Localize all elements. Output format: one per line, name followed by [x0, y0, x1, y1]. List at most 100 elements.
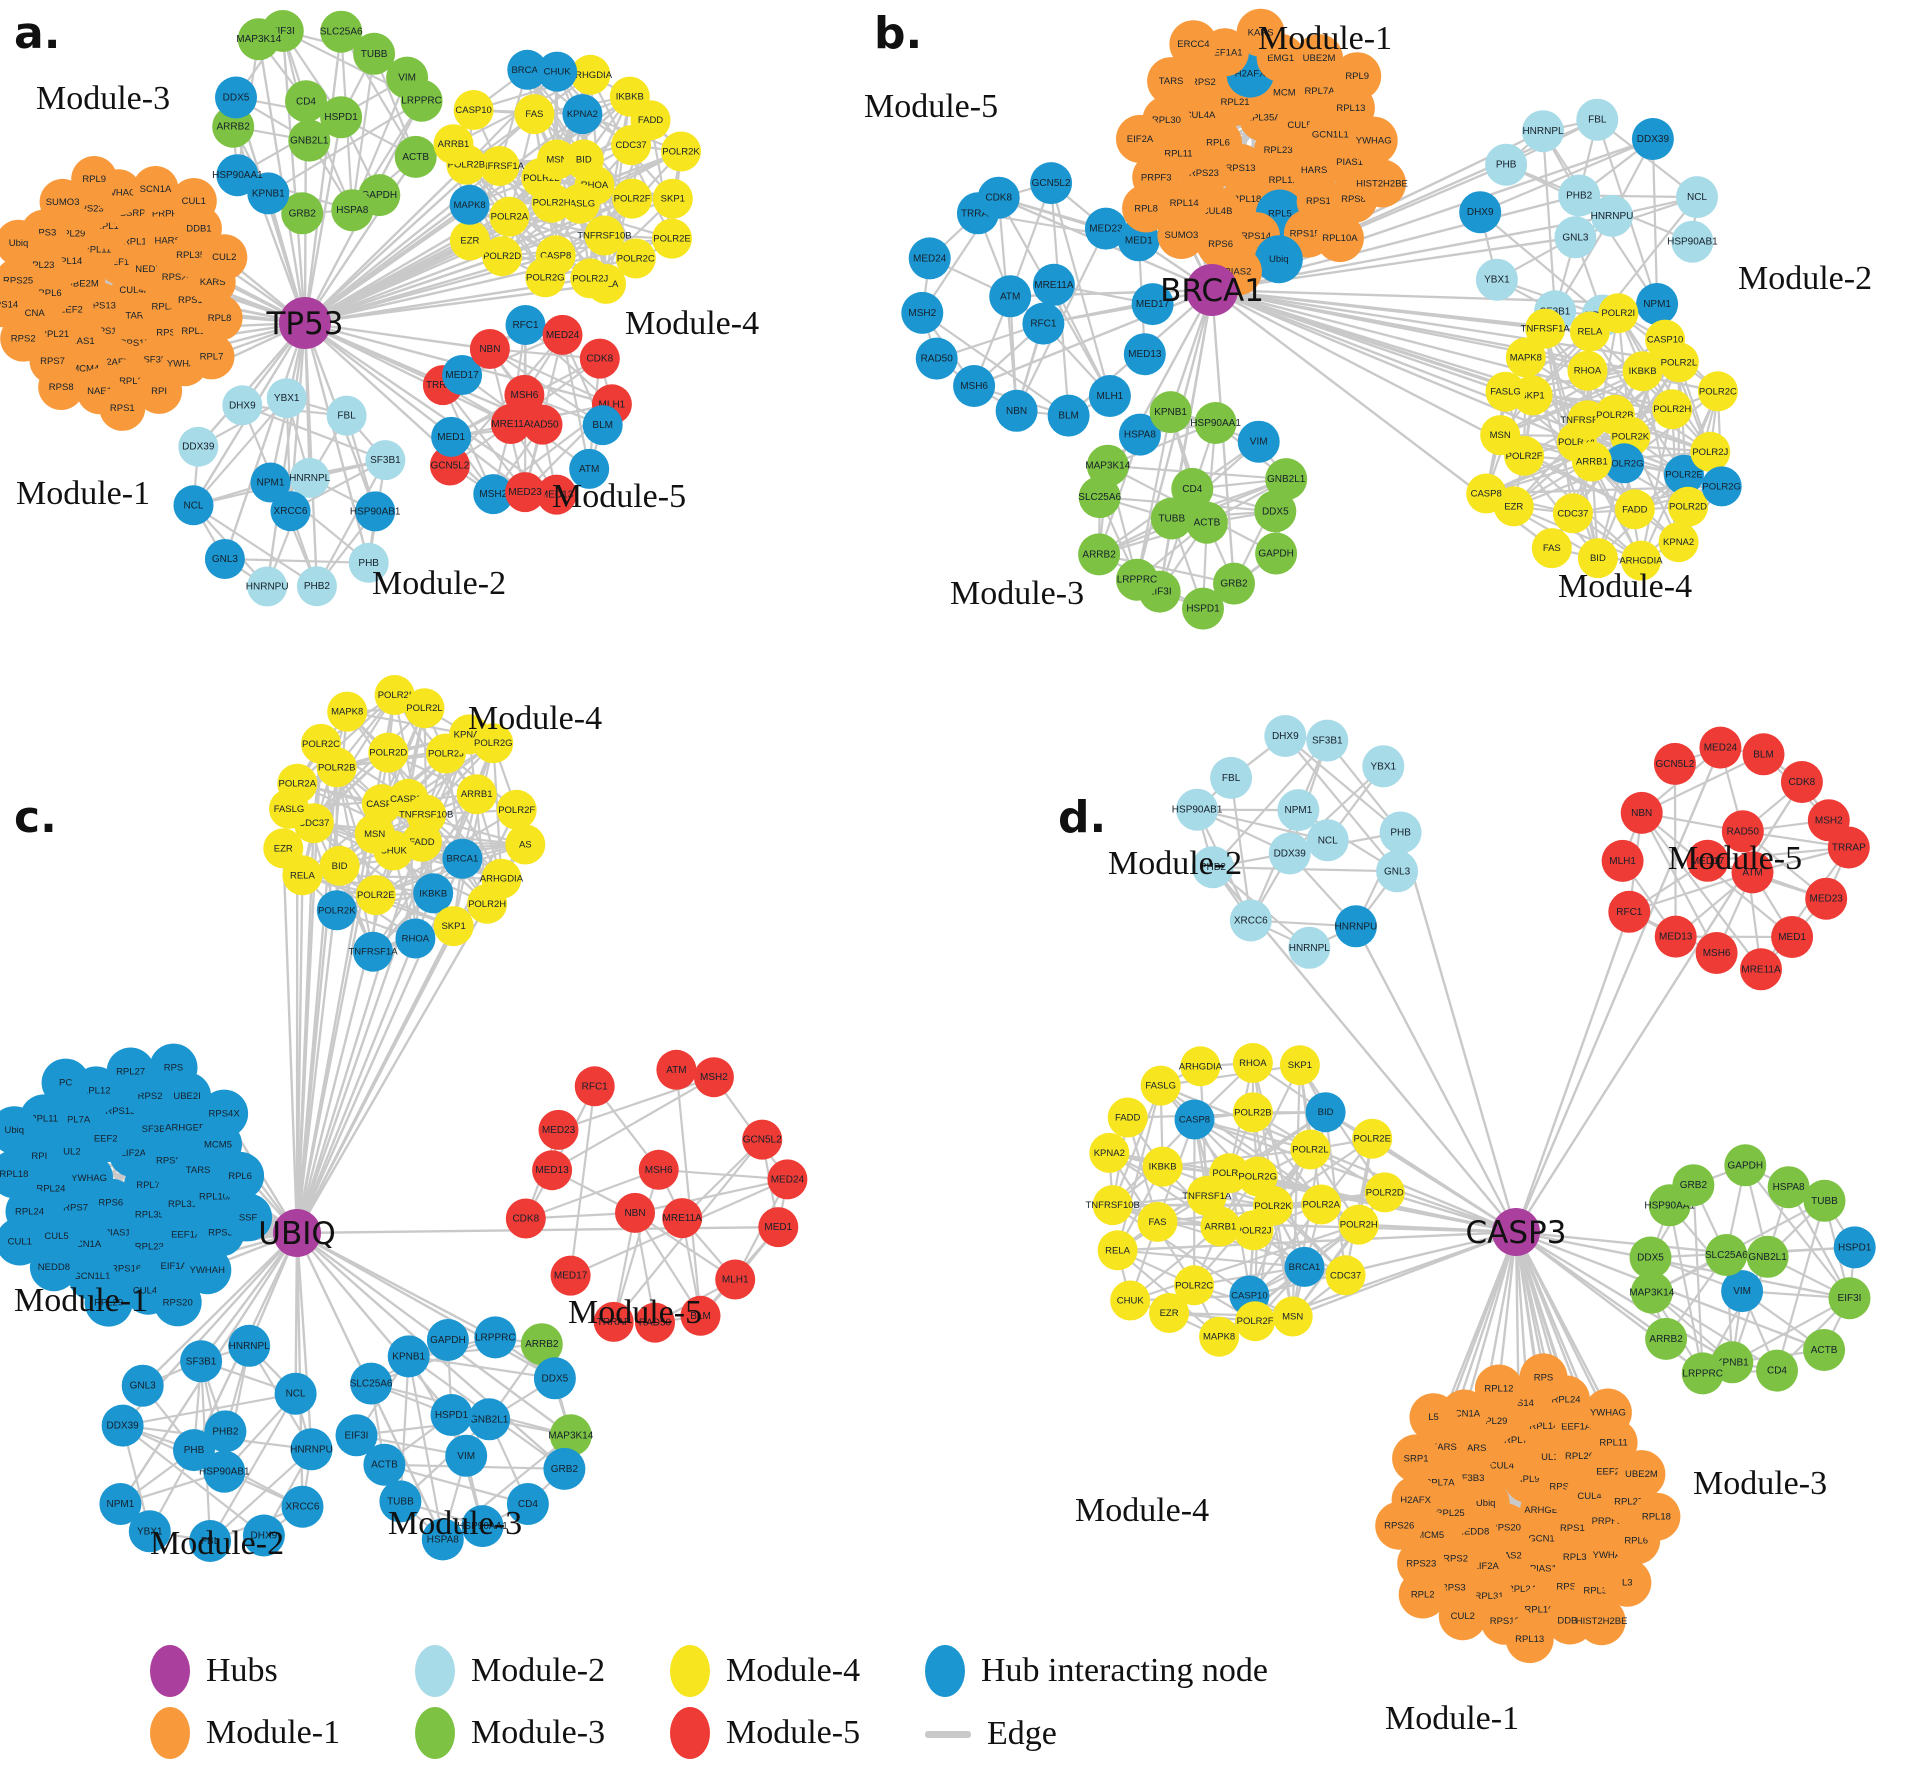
node-circle[interactable] — [1200, 1206, 1241, 1247]
node-circle[interactable] — [1833, 1226, 1876, 1269]
network-node[interactable]: PHB2 — [1191, 846, 1234, 889]
network-node[interactable]: ARRB1 — [1571, 441, 1612, 482]
node-circle[interactable] — [216, 154, 259, 197]
node-circle[interactable] — [915, 337, 958, 380]
node-circle[interactable] — [1089, 1132, 1130, 1173]
network-node[interactable]: MSH6 — [638, 1149, 679, 1190]
network-node[interactable]: MED1 — [758, 1207, 799, 1248]
node-circle[interactable] — [153, 1278, 202, 1327]
network-node[interactable]: CASP10 — [453, 90, 494, 130]
node-circle[interactable] — [505, 472, 546, 513]
node-circle[interactable] — [1474, 1364, 1523, 1413]
network-node[interactable]: MAP3K14 — [1085, 444, 1131, 487]
network-node[interactable]: ARRB1 — [433, 124, 474, 165]
network-node[interactable]: TNFRSF10B — [1086, 1185, 1140, 1226]
node-circle[interactable] — [1362, 745, 1405, 788]
node-circle[interactable] — [1695, 932, 1738, 974]
node-circle[interactable] — [449, 184, 490, 225]
network-node[interactable]: SKP1 — [1279, 1045, 1320, 1086]
node-circle[interactable] — [431, 416, 472, 457]
node-circle[interactable] — [0, 1106, 39, 1155]
network-node[interactable]: HSPD1 — [1833, 1226, 1876, 1269]
network-node[interactable]: MED24 — [1699, 726, 1742, 769]
network-node[interactable]: BID — [1305, 1092, 1346, 1133]
network-node[interactable]: DHX9 — [1264, 715, 1307, 757]
node-circle[interactable] — [1485, 371, 1526, 412]
network-node[interactable]: KPNB1 — [1149, 391, 1192, 434]
node-circle[interactable] — [196, 294, 243, 341]
network-node[interactable]: POLR2H — [1338, 1204, 1379, 1245]
node-circle[interactable] — [1379, 811, 1422, 854]
network-node[interactable]: SUMO3 — [1157, 211, 1206, 259]
node-circle[interactable] — [1032, 263, 1075, 306]
network-node[interactable]: GRB2 — [543, 1447, 586, 1490]
node-circle[interactable] — [1171, 467, 1214, 510]
node-circle[interactable] — [570, 258, 611, 299]
node-circle[interactable] — [1232, 1043, 1273, 1083]
node-circle[interactable] — [1701, 466, 1742, 507]
network-node[interactable]: PC — [41, 1058, 90, 1107]
node-circle[interactable] — [630, 100, 671, 141]
network-node[interactable]: PHB — [348, 542, 389, 583]
node-circle[interactable] — [320, 96, 363, 139]
network-node[interactable]: PHB — [1379, 811, 1422, 854]
network-node[interactable]: FADD — [630, 100, 671, 141]
node-circle[interactable] — [1475, 258, 1518, 301]
network-node[interactable]: RFC1 — [574, 1066, 615, 1107]
network-node[interactable]: POLR2A — [277, 763, 318, 804]
network-node[interactable]: MED17 — [550, 1255, 591, 1296]
network-node[interactable]: CD4 — [285, 80, 327, 123]
network-node[interactable]: YBX1 — [1362, 745, 1405, 788]
node-circle[interactable] — [1236, 8, 1285, 57]
node-circle[interactable] — [520, 1323, 563, 1366]
network-node[interactable]: CD4 — [1756, 1349, 1798, 1392]
node-circle[interactable] — [1180, 1046, 1221, 1087]
network-node[interactable]: GNB2L1 — [288, 119, 331, 162]
node-circle[interactable] — [180, 1340, 223, 1383]
network-node[interactable]: HSPA8 — [1118, 413, 1161, 456]
network-node[interactable]: POLR2E — [355, 875, 396, 916]
network-node[interactable]: MED24 — [767, 1159, 808, 1200]
network-node[interactable]: MED1 — [431, 416, 472, 457]
node-circle[interactable] — [1349, 116, 1398, 165]
network-node[interactable]: HSP90AA1 — [1190, 402, 1241, 444]
node-circle[interactable] — [1358, 159, 1406, 208]
network-node[interactable]: ARHGDIA — [1179, 1046, 1223, 1087]
network-node[interactable]: ARRB2 — [1645, 1317, 1688, 1360]
network-node[interactable]: SCN1A — [132, 166, 179, 212]
node-circle[interactable] — [277, 763, 318, 804]
network-node[interactable]: RPI — [136, 367, 183, 414]
node-circle[interactable] — [242, 1514, 285, 1557]
node-circle[interactable] — [183, 1246, 232, 1295]
node-circle[interactable] — [189, 1520, 232, 1562]
node-circle[interactable] — [365, 440, 406, 481]
node-circle[interactable] — [1149, 391, 1192, 434]
node-circle[interactable] — [354, 813, 395, 854]
network-node[interactable]: MED17 — [1131, 283, 1174, 326]
network-node[interactable]: GAPDH — [1255, 532, 1298, 575]
node-circle[interactable] — [1086, 444, 1129, 487]
network-node[interactable]: POLR2F — [496, 789, 537, 830]
network-node[interactable]: FBL — [1210, 756, 1253, 799]
network-node[interactable]: CASP8 — [1174, 1099, 1215, 1140]
network-node[interactable]: ARHGDIA — [1619, 540, 1663, 581]
network-node[interactable]: MED13 — [532, 1150, 573, 1191]
node-circle[interactable] — [216, 1151, 265, 1200]
node-circle[interactable] — [1325, 1255, 1366, 1296]
network-node[interactable]: CHUK — [1110, 1280, 1151, 1321]
network-node[interactable]: HSPA8 — [421, 1518, 464, 1561]
node-circle[interactable] — [1199, 1316, 1240, 1357]
network-node[interactable]: VIM — [1237, 420, 1280, 463]
node-circle[interactable] — [543, 1447, 586, 1490]
node-circle[interactable] — [1150, 497, 1193, 540]
network-node[interactable]: L3 — [1603, 1558, 1652, 1607]
node-circle[interactable] — [1658, 342, 1699, 383]
network-node[interactable]: RAD50 — [1721, 810, 1764, 853]
network-node[interactable]: RPS4X — [200, 1089, 249, 1138]
network-node[interactable]: MSH2 — [693, 1057, 734, 1098]
network-node[interactable]: BLM — [582, 405, 623, 446]
network-node[interactable]: DDX5 — [215, 76, 257, 119]
network-node[interactable]: LRPPRC — [400, 79, 443, 122]
node-circle[interactable] — [1277, 789, 1320, 832]
node-circle[interactable] — [474, 1316, 517, 1359]
